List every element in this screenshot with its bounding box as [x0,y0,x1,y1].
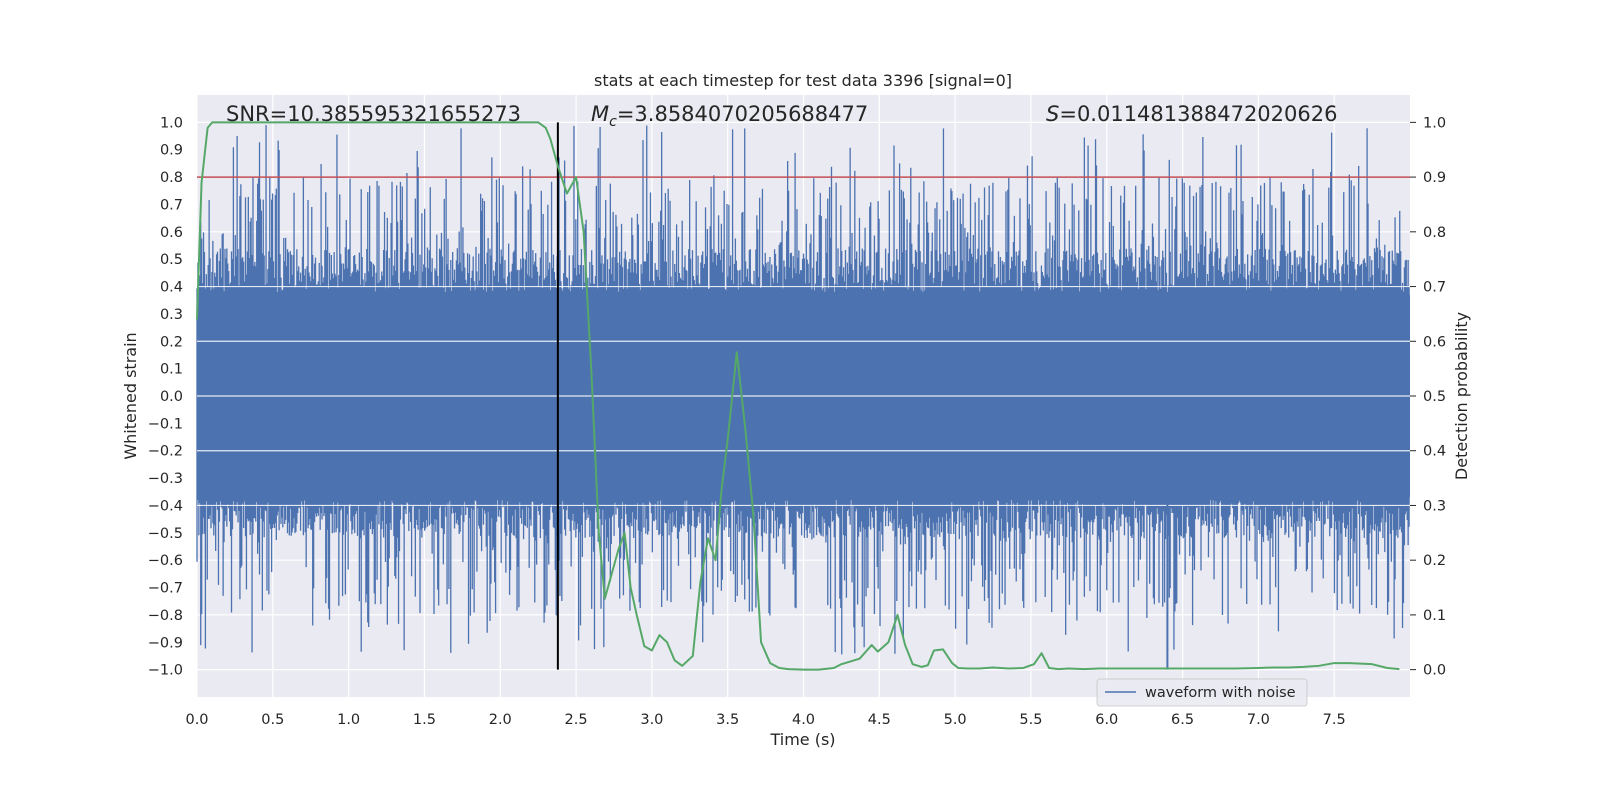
chirp-mass-subscript: c [609,114,617,130]
x-tick-label: 3.5 [716,712,739,728]
s-symbol: S [1046,102,1059,126]
y-right-tick-label: 0.6 [1423,334,1446,350]
s-annotation: S=0.011481388472020626 [1046,102,1337,126]
legend: waveform with noise [1096,678,1308,707]
detection-probability-line [196,121,1400,671]
legend-box [1096,678,1308,707]
y-left-tick-label: −0.6 [148,553,183,569]
x-tick-label: 0.0 [185,712,208,728]
chirp-mass-annotation: Mc=3.8584070205688477 [591,102,868,130]
x-tick-label: 0.5 [261,712,284,728]
y-left-tick-label: −0.7 [148,581,183,597]
y-right-tick-label: 0.0 [1423,663,1446,679]
chart-title: stats at each timestep for test data 339… [594,71,1012,90]
y-right-tick-label: 0.5 [1423,389,1446,405]
y-left-tick-label: −0.1 [148,416,183,432]
y-left-tick-label: 0.1 [160,362,183,378]
y-left-tick-label: 1.0 [160,115,183,131]
y-left-tick-label: 0.3 [160,307,183,323]
y-left-tick-label: −0.8 [148,608,183,624]
chirp-mass-symbol: M [591,102,609,126]
y-right-tick-label: 0.1 [1423,608,1446,624]
y-left-tick-label: −0.2 [148,444,183,460]
x-tick-label: 1.0 [337,712,360,728]
x-tick-label: 6.0 [1095,712,1118,728]
y-left-tick-label: 0.6 [160,225,183,241]
x-axis: 0.0 0.5 1.0 1.5 2.0 2.5 3.0 3.5 4.0 4.5 5.0 5.5 6.0 6… [185,712,1345,728]
y-left-tick-label: 0.0 [160,389,183,405]
y-left-tick-label: −1.0 [148,663,183,679]
y-left-tick-label: −0.9 [148,635,183,651]
y-axis-left-label: Whitened strain [121,332,140,459]
x-tick-label: 4.0 [792,712,815,728]
y-left-tick-label: 0.5 [160,252,183,268]
chirp-mass-value: =3.8584070205688477 [617,102,868,126]
overlay [196,121,1410,671]
y-right-tick-label: 1.0 [1423,115,1446,131]
x-tick-label: 1.5 [413,712,436,728]
y-right-tick-label: 0.3 [1423,498,1446,514]
y-left-tick-label: 0.4 [160,280,183,296]
y-left-tick-label: −0.4 [148,498,183,514]
x-tick-label: 3.0 [640,712,663,728]
waveform-series [196,125,1410,670]
x-tick-label: 5.5 [1019,712,1042,728]
x-tick-label: 4.5 [868,712,891,728]
x-tick-label: 5.0 [944,712,967,728]
snr-annotation: SNR=10.385595321655273 [226,102,521,126]
x-tick-label: 7.0 [1247,712,1270,728]
s-value: =0.011481388472020626 [1059,102,1337,126]
y-left-tick-label: 0.8 [160,170,183,186]
y-right-tick-label: 0.4 [1423,444,1446,460]
y-left-tick-label: 0.9 [160,143,183,159]
y-left-tick-label: −0.5 [148,526,183,542]
y-right-tick-label: 0.7 [1423,280,1446,296]
x-tick-label: 7.5 [1323,712,1346,728]
y-left-tick-label: 0.2 [160,334,183,350]
y-axis-left: 1.0 0.9 0.8 0.7 0.6 0.5 0.4 0.3 0.2 0.1 0.0 −0.1 −0.… [148,115,183,678]
x-axis-label: Time (s) [769,730,835,749]
legend-label: waveform with noise [1145,685,1296,701]
y-right-tick-label: 0.2 [1423,553,1446,569]
y-axis-right-label: Detection probability [1452,312,1471,480]
x-tick-label: 6.5 [1171,712,1194,728]
x-tick-label: 2.0 [489,712,512,728]
y-right-tick-label: 0.9 [1423,170,1446,186]
y-right-tick-label: 0.8 [1423,225,1446,241]
x-tick-label: 2.5 [565,712,588,728]
y-left-tick-label: −0.3 [148,471,183,487]
y-axis-right: 1.0 0.9 0.8 0.7 0.6 0.5 0.4 0.3 0.2 0.1 0.0 [1410,115,1446,679]
y-left-tick-label: 0.7 [160,197,183,213]
